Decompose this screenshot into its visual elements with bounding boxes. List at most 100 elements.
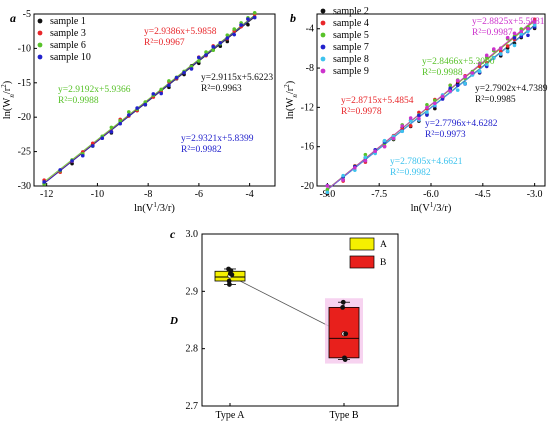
data-point — [197, 55, 201, 60]
data-point — [42, 180, 46, 184]
data-point — [80, 153, 85, 158]
data-point — [341, 173, 345, 178]
data-point — [70, 159, 74, 163]
data-point — [90, 144, 95, 148]
legend-marker — [320, 44, 326, 50]
panel-a-frame — [33, 13, 276, 187]
data-point — [417, 116, 421, 121]
data-point — [498, 46, 503, 51]
data-point — [151, 92, 156, 96]
y-tick-label: 2.8 — [186, 344, 199, 355]
data-point — [484, 62, 489, 67]
data-point — [408, 118, 413, 123]
box-point — [229, 272, 235, 278]
data-point — [455, 88, 460, 92]
data-point — [325, 190, 330, 195]
legend-label: B — [380, 258, 386, 268]
data-point — [526, 29, 530, 34]
panel-c: c 2.7 2.8 2.9 3.0 D Type A Type B AB — [169, 227, 399, 421]
fit-r2: R²=0.9988 — [58, 96, 99, 106]
fit-r2: R²=0.9973 — [425, 130, 466, 140]
y-tick-label: -20 — [301, 181, 314, 192]
box-point — [343, 331, 349, 337]
data-point — [167, 83, 171, 87]
legend-marker — [320, 68, 326, 74]
legend-swatch — [349, 255, 375, 269]
data-point — [417, 113, 421, 118]
data-point — [189, 67, 194, 71]
x-tick-label: -6 — [195, 189, 203, 200]
data-point — [109, 130, 114, 134]
legend-marker — [37, 18, 43, 24]
fit-r2: R²=0.9978 — [341, 107, 382, 117]
y-axis-label: ln(Wn/r2) — [283, 80, 299, 119]
fit-r2: R²=0.9988 — [422, 68, 463, 78]
legend-label: sample 9 — [333, 66, 369, 77]
data-point — [325, 187, 330, 192]
x-tick-label: -8 — [144, 189, 152, 200]
data-point — [470, 71, 475, 75]
data-point — [225, 39, 230, 44]
y-tick-label: -15 — [18, 78, 31, 89]
data-point — [118, 121, 122, 126]
panel-b: b -9.0-7.5-6.0-4.5-3.0-20-16-12-8-4ln(V1… — [283, 6, 548, 214]
data-point — [232, 32, 237, 37]
fit-equation: y=2.9192x+5.9366 — [58, 85, 131, 95]
data-point — [218, 41, 223, 45]
data-point — [433, 98, 437, 103]
fit-r2: R²=0.9982 — [390, 168, 431, 178]
data-point — [246, 17, 250, 21]
data-point — [211, 44, 216, 49]
legend-label: sample 6 — [50, 40, 86, 51]
data-point — [353, 165, 357, 170]
y-axis-label: D — [169, 315, 178, 327]
fit-equation: y=2.7805x+4.6621 — [390, 157, 463, 167]
data-point — [239, 23, 243, 27]
data-point — [232, 27, 237, 31]
data-point — [363, 158, 368, 163]
fit-equation: y=2.8715x+5.4854 — [341, 96, 414, 106]
panel-a: a -12 -10 -8 -6 -4 -30 -25 -20 -15 -10 -5 ln(V1/3/r… — [0, 9, 276, 214]
data-point — [505, 44, 510, 48]
box-point — [340, 299, 346, 305]
panel-c-frame — [201, 233, 399, 407]
x-tick-label: -6.0 — [423, 189, 439, 200]
fit-equation: y=2.7902x+4.7389 — [475, 84, 548, 94]
y-tick-label: 3.0 — [186, 229, 199, 240]
data-point — [440, 97, 445, 101]
data-point — [440, 94, 445, 99]
panel-a-letter: a — [10, 11, 16, 25]
legend-swatch — [349, 237, 375, 251]
fit-r2: R²=0.9967 — [144, 38, 185, 48]
data-point — [425, 105, 429, 110]
data-point — [484, 53, 489, 58]
box-point — [342, 357, 348, 362]
box-point — [340, 304, 346, 310]
y-tick-label: -10 — [18, 43, 31, 54]
data-point — [455, 78, 460, 83]
data-point — [126, 110, 131, 114]
legend-marker — [37, 30, 43, 36]
data-point — [159, 91, 163, 96]
legend-label: sample 8 — [333, 54, 369, 65]
data-point — [135, 106, 139, 110]
fit-equation: y=2.9321x+5.8399 — [181, 134, 254, 144]
data-point — [433, 106, 437, 111]
data-point — [325, 184, 330, 188]
y-tick-label: -5 — [23, 9, 31, 20]
x-tick-label: -4 — [245, 189, 253, 200]
data-point — [512, 43, 517, 48]
data-point — [512, 35, 517, 40]
data-point — [382, 138, 387, 143]
data-point — [455, 83, 460, 88]
legend-marker — [320, 56, 326, 62]
x-tick-label: -3.0 — [527, 189, 543, 200]
y-tick-label: -12 — [301, 102, 314, 113]
data-point — [505, 35, 510, 40]
legend-label: sample 4 — [333, 18, 369, 29]
data-point — [118, 118, 122, 123]
box-point — [226, 278, 232, 284]
legend-label: sample 3 — [50, 28, 86, 39]
data-point — [204, 50, 208, 54]
